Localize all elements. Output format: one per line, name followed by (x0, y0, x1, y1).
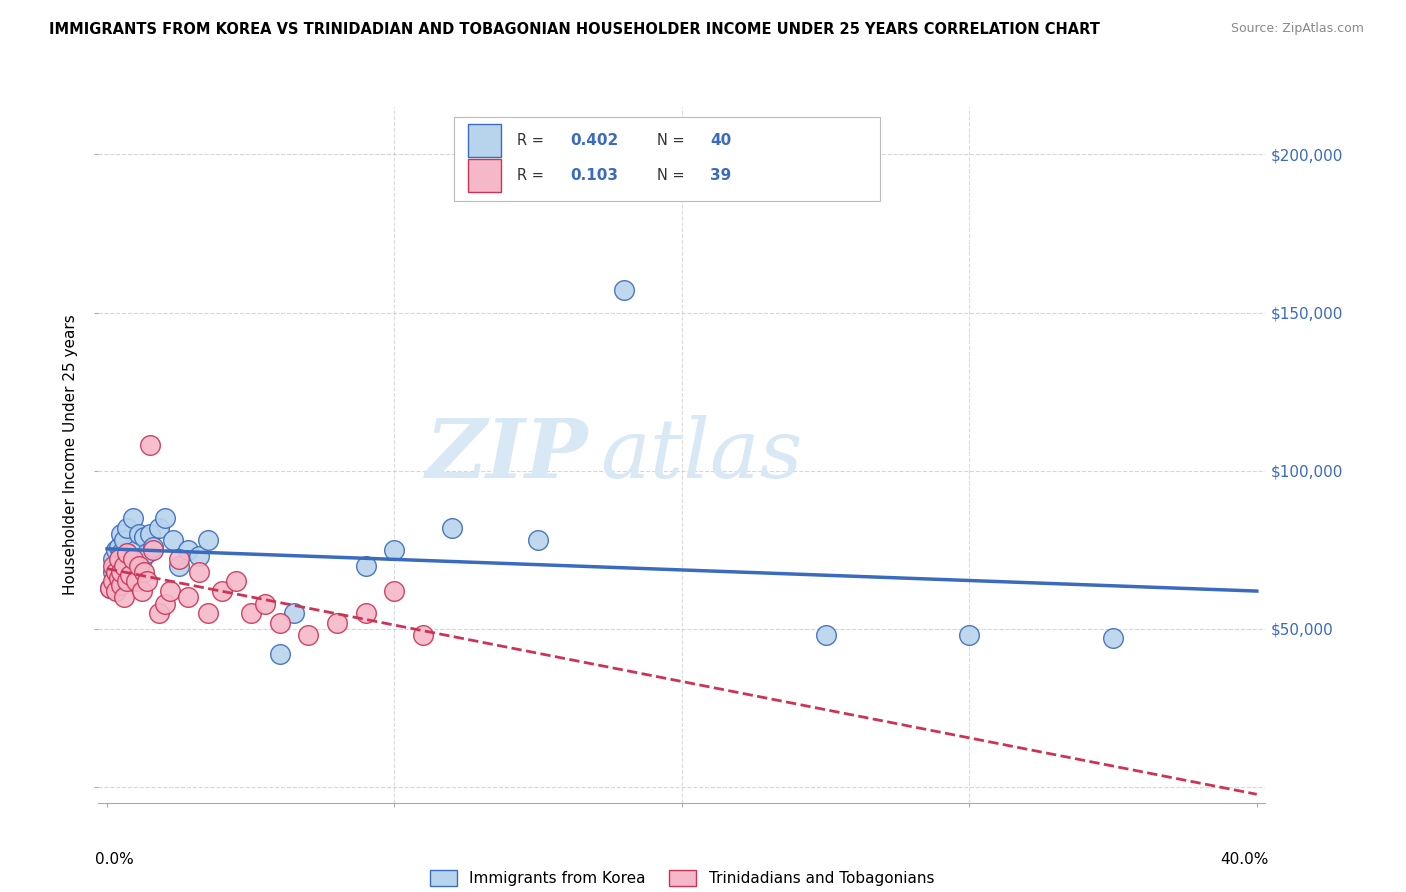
Point (613, 284, 636, 298)
Point (269, 647, 291, 661)
Text: atlas: atlas (600, 415, 803, 495)
Text: Source: ZipAtlas.com: Source: ZipAtlas.com (1230, 22, 1364, 36)
Text: R =: R = (517, 133, 548, 148)
Point (107, 552, 129, 566)
Point (125, 565, 148, 579)
Text: 0.0%: 0.0% (96, 852, 134, 866)
Point (115, 574, 138, 589)
Bar (468, 124, 501, 157)
Point (101, 565, 124, 579)
Point (112, 552, 135, 566)
Point (384, 583, 406, 598)
Bar (454, 118, 880, 201)
Point (197, 606, 219, 620)
Point (269, 615, 291, 630)
Point (128, 527, 150, 541)
Point (211, 583, 233, 598)
Point (326, 615, 349, 630)
Point (527, 533, 550, 548)
Text: 40.0%: 40.0% (1220, 852, 1268, 866)
Point (412, 628, 434, 642)
Point (142, 540, 165, 554)
Point (122, 511, 145, 525)
Point (128, 558, 150, 573)
Point (112, 558, 135, 573)
Point (153, 511, 176, 525)
Point (118, 558, 141, 573)
Point (283, 606, 305, 620)
Point (188, 565, 211, 579)
Point (153, 597, 176, 611)
Point (125, 542, 148, 557)
Point (110, 546, 132, 560)
Point (297, 628, 319, 642)
Text: N =: N = (658, 133, 690, 148)
Text: N =: N = (658, 168, 690, 183)
Point (104, 558, 127, 573)
Point (197, 533, 219, 548)
Text: IMMIGRANTS FROM KOREA VS TRINIDADIAN AND TOBAGONIAN HOUSEHOLDER INCOME UNDER 25 : IMMIGRANTS FROM KOREA VS TRINIDADIAN AND… (49, 22, 1099, 37)
Text: 0.103: 0.103 (569, 168, 617, 183)
Point (188, 549, 211, 563)
Point (159, 583, 181, 598)
Point (1102, 632, 1125, 646)
Point (225, 574, 247, 589)
Point (134, 530, 156, 544)
Point (167, 552, 190, 566)
Text: 40: 40 (710, 133, 731, 148)
Point (139, 438, 162, 452)
Point (148, 521, 170, 535)
Point (136, 574, 159, 589)
Point (176, 591, 198, 605)
Point (167, 558, 190, 573)
Point (814, 628, 837, 642)
Point (98, 581, 121, 595)
Text: 0.402: 0.402 (569, 133, 619, 148)
Point (162, 533, 184, 548)
Text: 39: 39 (710, 168, 731, 183)
Point (98, 581, 121, 595)
Point (107, 571, 129, 585)
Point (101, 552, 124, 566)
Point (176, 542, 198, 557)
Point (107, 565, 129, 579)
Point (131, 583, 153, 598)
Point (142, 542, 165, 557)
Point (101, 558, 124, 573)
Point (384, 542, 406, 557)
Point (254, 597, 277, 611)
Point (957, 628, 980, 642)
Point (354, 606, 377, 620)
Point (110, 577, 132, 591)
Y-axis label: Householder Income Under 25 years: Householder Income Under 25 years (63, 315, 79, 595)
Point (110, 527, 132, 541)
Point (239, 606, 262, 620)
Text: R =: R = (517, 168, 548, 183)
Point (118, 568, 141, 582)
Point (440, 521, 463, 535)
Point (101, 574, 124, 589)
Point (112, 591, 135, 605)
Point (125, 574, 148, 589)
Legend: Immigrants from Korea, Trinidadians and Tobagonians: Immigrants from Korea, Trinidadians and … (423, 864, 941, 892)
Text: ZIP: ZIP (426, 415, 589, 495)
Point (148, 606, 170, 620)
Point (104, 583, 127, 598)
Point (115, 546, 138, 560)
Point (112, 533, 135, 548)
Point (104, 542, 127, 557)
Point (134, 565, 156, 579)
Point (110, 565, 132, 579)
Point (122, 552, 145, 566)
Point (107, 540, 129, 554)
Point (136, 546, 159, 560)
Point (104, 565, 127, 579)
Point (115, 521, 138, 535)
Point (139, 527, 162, 541)
Point (354, 558, 377, 573)
Bar (468, 159, 501, 192)
Point (131, 552, 153, 566)
Point (115, 574, 138, 589)
